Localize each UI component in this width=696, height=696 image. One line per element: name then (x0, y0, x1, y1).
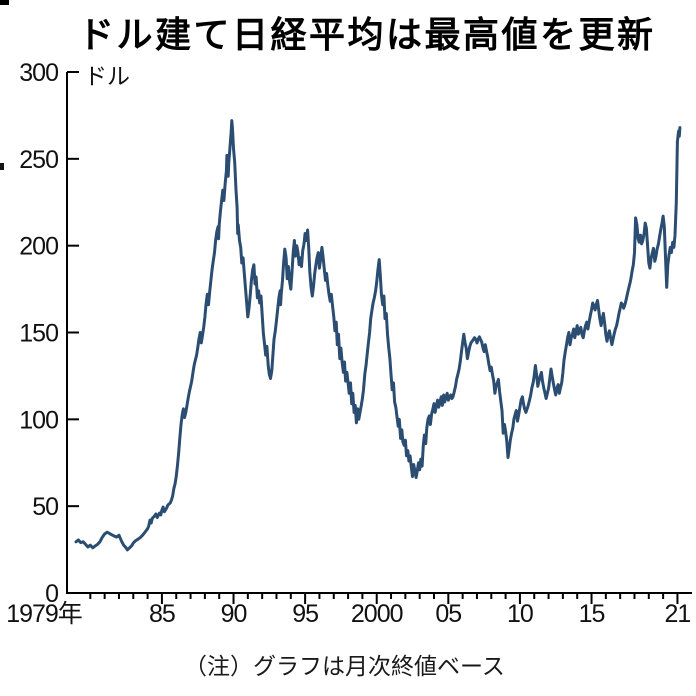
y-axis-unit-label: ドル (84, 63, 130, 89)
footnote: （注）グラフは月次終値ベース (184, 653, 505, 679)
x-axis-start-label: 1979年 (6, 600, 82, 628)
y-tick-label: 250 (19, 146, 58, 174)
x-tick-label: 95 (292, 600, 318, 628)
chart-title: ドル建て日経平均は最高値を更新 (78, 14, 656, 55)
x-tick-label: 85 (149, 600, 175, 628)
data-line (74, 119, 682, 552)
x-tick-label: 15 (579, 600, 605, 628)
x-tick-label: 2000 (351, 600, 403, 628)
x-tick-label: 10 (507, 600, 533, 628)
y-tick-label: 300 (19, 59, 58, 87)
y-tick-label: 150 (19, 320, 58, 348)
y-tick-label: 0 (45, 580, 58, 608)
x-tick-label: 90 (221, 600, 247, 628)
y-tick-label: 100 (19, 406, 58, 434)
crop-artifact (0, 0, 9, 5)
x-tick-label: 05 (435, 600, 461, 628)
x-tick-label: 21 (665, 600, 691, 628)
crop-artifact (0, 163, 4, 170)
y-tick-label: 50 (32, 493, 58, 521)
y-tick-label: 200 (19, 233, 58, 261)
